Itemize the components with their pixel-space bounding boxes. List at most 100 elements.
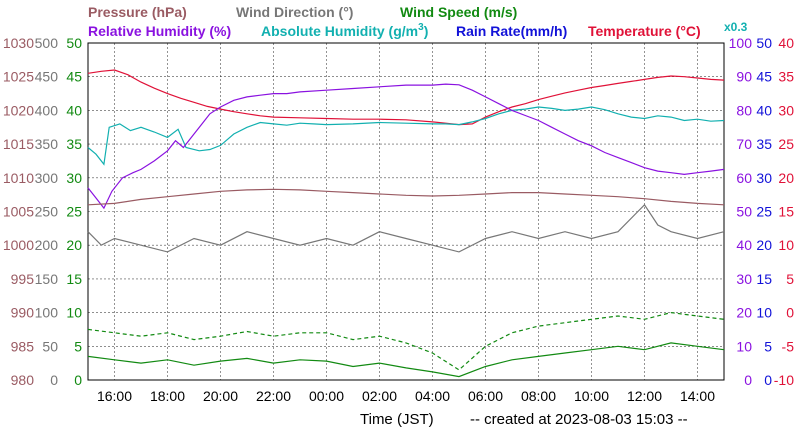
y-tick-rain: 40: [756, 102, 772, 118]
x-tick-label: 16:00: [97, 388, 132, 404]
y-tick-rain: 25: [756, 204, 772, 220]
y-tick-humidity: 80: [736, 102, 752, 118]
legend-rain-rate: Rain Rate(mm/h): [456, 23, 567, 39]
y-tick-humidity: 20: [736, 305, 752, 321]
x-axis-label: Time (JST): [360, 411, 434, 428]
y-tick-wind-speed: 30: [66, 170, 82, 186]
y-tick-temperature: -5: [782, 338, 795, 354]
y-tick-temperature: 20: [778, 170, 794, 186]
footer-timestamp: -- created at 2023-08-03 15:03 --: [470, 411, 688, 428]
y-tick-wind-speed: 35: [66, 136, 82, 152]
series-lines: [87, 69, 725, 378]
y-tick-wind-speed: 5: [74, 338, 82, 354]
y-tick-pressure: 1015: [3, 136, 34, 152]
y-tick-humidity: 30: [736, 271, 752, 287]
y-tick-temperature: 30: [778, 102, 794, 118]
y-tick-humidity: 50: [736, 204, 752, 220]
legend-temperature: Temperature (°C): [588, 23, 701, 39]
y-tick-wind-direction: 400: [35, 102, 59, 118]
legend-absolute-humidity: Absolute Humidity (g/m3): [261, 22, 428, 39]
y-tick-wind-direction: 300: [35, 170, 59, 186]
x-axis-ticks: 16:00 18:00 20:00 22:00 00:00 02:00 04:00 06:00…: [97, 388, 715, 404]
y-tick-wind-direction: 150: [35, 271, 59, 287]
y-tick-rain: 35: [756, 136, 772, 152]
y-tick-rain: 50: [756, 35, 772, 51]
y-tick-wind-speed: 25: [66, 204, 82, 220]
y-tick-humidity: 100: [729, 35, 753, 51]
x-tick-label: 22:00: [256, 388, 291, 404]
grid: [88, 43, 724, 380]
y-tick-wind-speed: 50: [66, 35, 82, 51]
y-tick-pressure: 980: [11, 372, 35, 388]
y-tick-rain: 20: [756, 237, 772, 253]
y-tick-wind-speed: 40: [66, 102, 82, 118]
y-tick-temperature: -10: [774, 372, 794, 388]
y-tick-temperature: 5: [786, 271, 794, 287]
x-tick-label: 20:00: [203, 388, 238, 404]
legend-pressure: Pressure (hPa): [88, 4, 187, 20]
y-tick-humidity: 60: [736, 170, 752, 186]
y-tick-wind-direction: 500: [35, 35, 59, 51]
y-tick-temperature: 15: [778, 204, 794, 220]
y-tick-temperature: 40: [778, 35, 794, 51]
series-wind-speed: [87, 342, 725, 378]
x-tick-label: 08:00: [521, 388, 556, 404]
y-tick-rain: 45: [756, 69, 772, 85]
x-tick-label: 04:00: [415, 388, 450, 404]
y-tick-temperature: 0: [786, 305, 794, 321]
y-tick-pressure: 985: [11, 338, 35, 354]
series-temperature: [87, 69, 725, 126]
y-tick-pressure: 995: [11, 271, 35, 287]
y-tick-wind-direction: 50: [42, 338, 58, 354]
x-tick-label: 06:00: [468, 388, 503, 404]
x-tick-label: 14:00: [680, 388, 715, 404]
y-tick-wind-direction: 200: [35, 237, 59, 253]
series-pressure: [87, 188, 725, 206]
x-tick-label: 12:00: [627, 388, 662, 404]
y-tick-pressure: 1020: [3, 102, 34, 118]
x-tick-label: 10:00: [574, 388, 609, 404]
y-tick-rain: 10: [756, 305, 772, 321]
y-tick-wind-direction: 0: [50, 372, 58, 388]
y-tick-rain: 15: [756, 271, 772, 287]
x-tick-label: 18:00: [150, 388, 185, 404]
y-tick-wind-direction: 250: [35, 204, 59, 220]
y-tick-wind-speed: 0: [74, 372, 82, 388]
y-tick-wind-direction: 350: [35, 136, 59, 152]
series-abs-humidity: [87, 106, 725, 166]
y-tick-rain: 5: [764, 338, 772, 354]
y-tick-humidity: 40: [736, 237, 752, 253]
x-tick-label: 00:00: [309, 388, 344, 404]
x-tick-label: 02:00: [362, 388, 397, 404]
y-tick-pressure: 1025: [3, 69, 34, 85]
y-tick-pressure: 990: [11, 305, 35, 321]
series-humidity: [87, 83, 725, 210]
y-tick-humidity: 10: [736, 338, 752, 354]
y-tick-pressure: 1030: [3, 35, 34, 51]
series-wind-direction: [87, 203, 725, 253]
y-tick-temperature: 35: [778, 69, 794, 85]
y-tick-temperature: 10: [778, 237, 794, 253]
y-tick-humidity: 70: [736, 136, 752, 152]
legend-wind-speed: Wind Speed (m/s): [400, 4, 517, 20]
legend-abs-humidity-scale: x0.3: [724, 20, 748, 34]
y-tick-wind-direction: 450: [35, 69, 59, 85]
y-tick-pressure: 1000: [3, 237, 34, 253]
y-tick-temperature: 25: [778, 136, 794, 152]
y-tick-wind-speed: 10: [66, 305, 82, 321]
y-tick-humidity: 90: [736, 69, 752, 85]
y-tick-pressure: 1010: [3, 170, 34, 186]
y-tick-pressure: 1005: [3, 204, 34, 220]
legend-humidity: Relative Humidity (%): [88, 23, 231, 39]
series-wind-speed-gust: [87, 311, 725, 371]
y-tick-wind-speed: 15: [66, 271, 82, 287]
y-tick-wind-speed: 20: [66, 237, 82, 253]
y-tick-rain: 30: [756, 170, 772, 186]
y-tick-wind-direction: 100: [35, 305, 59, 321]
y-tick-rain: 0: [764, 372, 772, 388]
legend-wind-direction: Wind Direction (°): [236, 4, 353, 20]
y-tick-humidity: 0: [744, 372, 752, 388]
y-tick-wind-speed: 45: [66, 69, 82, 85]
